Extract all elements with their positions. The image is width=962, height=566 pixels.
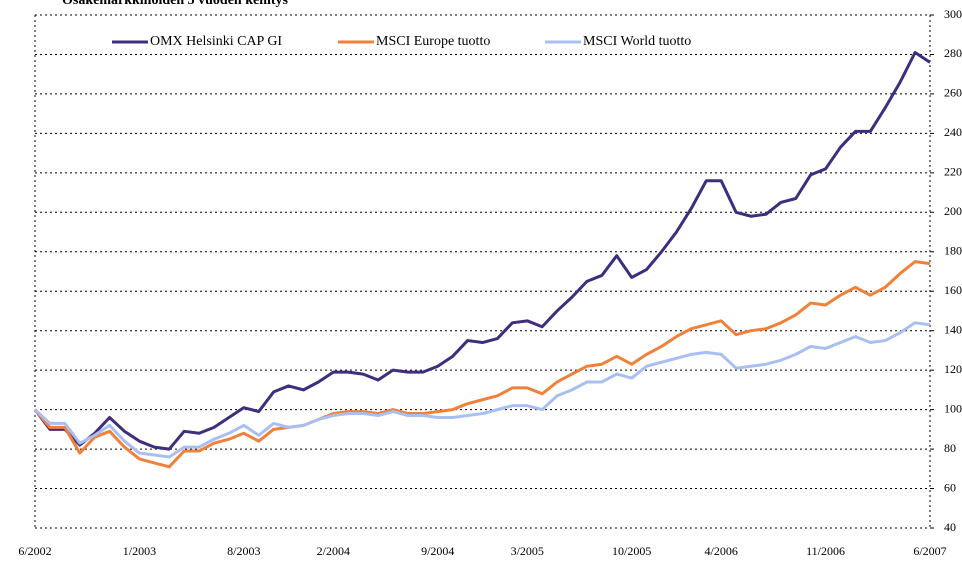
x-tick-label: 3/2005 xyxy=(511,544,544,558)
x-tick-label: 2/2004 xyxy=(317,544,350,558)
y-tick-label: 100 xyxy=(944,401,962,415)
y-tick-label: 80 xyxy=(944,441,956,455)
x-tick-label: 10/2005 xyxy=(612,544,651,558)
y-tick-label: 200 xyxy=(944,204,962,218)
x-tick-label: 8/2003 xyxy=(227,544,260,558)
legend-label: MSCI Europe tuotto xyxy=(376,34,490,49)
x-tick-label: 4/2006 xyxy=(704,544,737,558)
y-tick-label: 60 xyxy=(944,480,956,494)
x-tick-label: 9/2004 xyxy=(421,544,454,558)
line-series xyxy=(33,50,931,451)
y-tick-label: 180 xyxy=(944,244,962,258)
legend-label: OMX Helsinki CAP GI xyxy=(150,34,282,49)
x-tick-label: 6/2002 xyxy=(18,544,51,558)
y-tick-label: 40 xyxy=(944,520,956,534)
y-tick-label: 140 xyxy=(944,322,962,336)
y-tick-label: 300 xyxy=(944,7,962,21)
x-tick-label: 6/2007 xyxy=(913,544,946,558)
chart-title: Osakemarkkinoiden 5 vuoden kehitys xyxy=(62,0,289,8)
y-tick-label: 120 xyxy=(944,362,962,376)
y-tick-label: 260 xyxy=(944,86,962,100)
y-tick-label: 160 xyxy=(944,283,962,297)
legend-background xyxy=(105,30,735,54)
legend-label: MSCI World tuotto xyxy=(583,34,691,49)
y-tick-label: 240 xyxy=(944,125,962,139)
line-series xyxy=(33,260,931,469)
x-tick-label: 1/2003 xyxy=(123,544,156,558)
y-tick-label: 220 xyxy=(944,165,962,179)
y-tick-label: 280 xyxy=(944,46,962,60)
line-series xyxy=(33,321,931,459)
x-tick-label: 11/2006 xyxy=(806,544,845,558)
